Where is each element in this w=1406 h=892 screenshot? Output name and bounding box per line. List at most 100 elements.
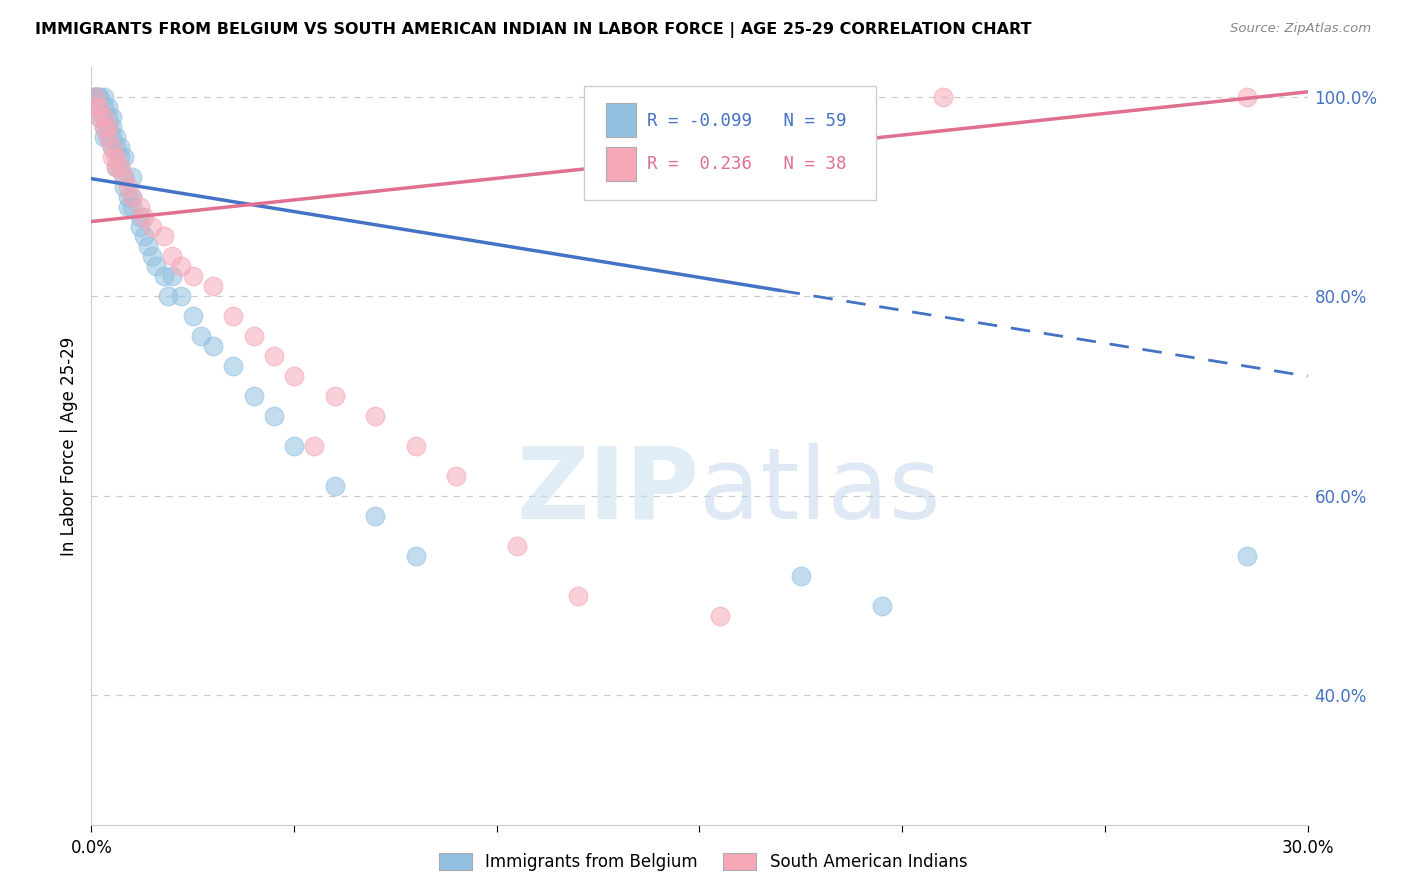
Point bbox=[108, 150, 131, 164]
Point bbox=[790, 568, 813, 582]
Point bbox=[89, 110, 111, 124]
Point bbox=[89, 90, 111, 104]
Point bbox=[181, 310, 204, 324]
Point bbox=[100, 110, 122, 124]
Point bbox=[117, 200, 139, 214]
Point bbox=[84, 90, 107, 104]
Point bbox=[202, 279, 225, 293]
Point bbox=[89, 100, 111, 114]
Point bbox=[222, 359, 245, 374]
Point bbox=[84, 90, 107, 104]
Point bbox=[145, 260, 167, 274]
Point bbox=[97, 120, 120, 134]
Point bbox=[104, 129, 127, 144]
Point bbox=[222, 310, 245, 324]
Point bbox=[242, 329, 264, 343]
Text: IMMIGRANTS FROM BELGIUM VS SOUTH AMERICAN INDIAN IN LABOR FORCE | AGE 25-29 CORR: IMMIGRANTS FROM BELGIUM VS SOUTH AMERICA… bbox=[35, 22, 1032, 38]
Point bbox=[129, 200, 152, 214]
Point bbox=[405, 439, 427, 453]
Point bbox=[931, 90, 953, 104]
Point bbox=[112, 179, 135, 194]
Point bbox=[169, 289, 191, 303]
FancyBboxPatch shape bbox=[606, 146, 637, 180]
Point bbox=[97, 110, 120, 124]
Point bbox=[89, 110, 111, 124]
Text: R =  0.236   N = 38: R = 0.236 N = 38 bbox=[647, 155, 846, 173]
Point bbox=[93, 110, 115, 124]
Point bbox=[364, 508, 387, 523]
Point bbox=[870, 599, 893, 613]
Point bbox=[444, 469, 467, 483]
Point bbox=[162, 269, 184, 284]
Point bbox=[263, 349, 285, 363]
Point bbox=[104, 150, 127, 164]
Point bbox=[153, 269, 176, 284]
Point bbox=[190, 329, 212, 343]
Point bbox=[1236, 90, 1258, 104]
Point bbox=[84, 90, 107, 104]
Point bbox=[100, 139, 122, 153]
Point bbox=[364, 409, 387, 423]
Point bbox=[1236, 549, 1258, 563]
Point bbox=[323, 479, 346, 493]
Point bbox=[323, 389, 346, 403]
Point bbox=[93, 120, 115, 134]
Point bbox=[121, 169, 143, 184]
Point bbox=[104, 160, 127, 174]
Text: R = -0.099   N = 59: R = -0.099 N = 59 bbox=[647, 112, 846, 129]
Point bbox=[132, 229, 155, 244]
Text: ZIP: ZIP bbox=[516, 443, 699, 540]
Point bbox=[304, 439, 326, 453]
Point bbox=[112, 150, 135, 164]
Text: Source: ZipAtlas.com: Source: ZipAtlas.com bbox=[1230, 22, 1371, 36]
Point bbox=[108, 139, 131, 153]
Point bbox=[97, 100, 120, 114]
FancyBboxPatch shape bbox=[583, 86, 876, 200]
Point bbox=[97, 120, 120, 134]
Point bbox=[129, 219, 152, 234]
Point bbox=[242, 389, 264, 403]
Point bbox=[132, 210, 155, 224]
Point bbox=[93, 100, 115, 114]
Point bbox=[121, 189, 143, 203]
Text: atlas: atlas bbox=[699, 443, 941, 540]
Point bbox=[121, 189, 143, 203]
Point bbox=[84, 90, 107, 104]
Point bbox=[405, 549, 427, 563]
Y-axis label: In Labor Force | Age 25-29: In Labor Force | Age 25-29 bbox=[59, 336, 77, 556]
Point bbox=[117, 179, 139, 194]
Point bbox=[283, 439, 305, 453]
Point bbox=[283, 369, 305, 384]
Point bbox=[100, 120, 122, 134]
Point bbox=[104, 139, 127, 153]
Point bbox=[162, 250, 184, 264]
Point bbox=[84, 90, 107, 104]
Point bbox=[709, 608, 731, 623]
Point bbox=[93, 129, 115, 144]
Point bbox=[157, 289, 180, 303]
Point bbox=[108, 160, 131, 174]
Point bbox=[117, 189, 139, 203]
Point bbox=[104, 160, 127, 174]
Point bbox=[567, 589, 589, 603]
FancyBboxPatch shape bbox=[606, 103, 637, 137]
Point bbox=[97, 129, 120, 144]
Point bbox=[84, 100, 107, 114]
Point bbox=[141, 250, 163, 264]
Point bbox=[141, 219, 163, 234]
Point bbox=[153, 229, 176, 244]
Point bbox=[100, 150, 122, 164]
Point bbox=[93, 110, 115, 124]
Legend: Immigrants from Belgium, South American Indians: Immigrants from Belgium, South American … bbox=[430, 845, 976, 880]
Point bbox=[506, 539, 529, 553]
Point bbox=[84, 100, 107, 114]
Point bbox=[181, 269, 204, 284]
Point bbox=[121, 200, 143, 214]
Point bbox=[108, 160, 131, 174]
Point bbox=[112, 169, 135, 184]
Point bbox=[129, 210, 152, 224]
Point bbox=[93, 90, 115, 104]
Point bbox=[112, 169, 135, 184]
Point bbox=[202, 339, 225, 353]
Point bbox=[263, 409, 285, 423]
